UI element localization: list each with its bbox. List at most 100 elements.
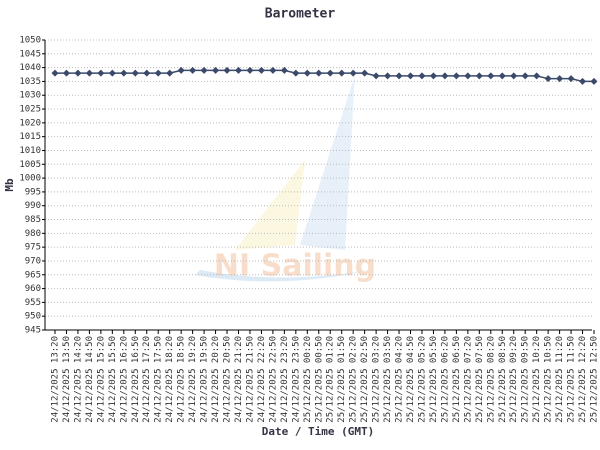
y-tick-label: 1035 xyxy=(19,77,41,87)
data-point xyxy=(395,72,403,80)
chart-title: Barometer xyxy=(265,7,336,22)
data-point xyxy=(464,72,472,80)
x-tick-label: 25/12/2025 07:50 xyxy=(475,336,485,423)
data-point xyxy=(556,75,564,83)
x-tick-label: 25/12/2025 06:50 xyxy=(452,336,462,423)
x-tick-label: 25/12/2025 10:50 xyxy=(544,336,554,423)
data-point xyxy=(487,72,495,80)
x-tick-label: 24/12/2025 17:50 xyxy=(154,336,164,423)
x-tick-label: 24/12/2025 19:20 xyxy=(188,336,198,423)
watermark-graphic xyxy=(195,75,370,282)
x-tick-label: 25/12/2025 07:20 xyxy=(463,336,473,423)
data-point xyxy=(407,72,415,80)
x-tick-label: 24/12/2025 22:50 xyxy=(268,336,278,423)
x-tick-label: 25/12/2025 12:50 xyxy=(590,336,600,423)
y-tick-label: 965 xyxy=(25,270,41,280)
data-point xyxy=(200,66,208,74)
data-point xyxy=(74,69,82,77)
data-point xyxy=(429,72,437,80)
y-tick-label: 985 xyxy=(25,215,41,225)
data-point xyxy=(131,69,139,77)
data-point xyxy=(154,69,162,77)
data-point xyxy=(189,66,197,74)
watermark: NI Sailing xyxy=(214,249,376,284)
data-point xyxy=(498,72,506,80)
data-point xyxy=(303,69,311,77)
x-tick-label: 25/12/2025 12:20 xyxy=(578,336,588,423)
x-tick-label: 25/12/2025 11:20 xyxy=(555,336,565,423)
x-tick-label: 25/12/2025 08:20 xyxy=(486,336,496,423)
data-point xyxy=(418,72,426,80)
y-tick-label: 945 xyxy=(25,326,41,336)
x-tick-label: 25/12/2025 11:50 xyxy=(567,336,577,423)
data-point xyxy=(246,66,254,74)
x-axis-title: Date / Time (GMT) xyxy=(262,425,375,438)
data-point xyxy=(120,69,128,77)
x-tick-label: 24/12/2025 13:50 xyxy=(62,336,72,423)
data-point xyxy=(326,69,334,77)
x-tick-label: 24/12/2025 16:20 xyxy=(119,336,129,423)
data-point xyxy=(510,72,518,80)
x-tick-label: 25/12/2025 02:20 xyxy=(349,336,359,423)
x-tick-label: 24/12/2025 15:50 xyxy=(108,336,118,423)
x-tick-label: 24/12/2025 23:20 xyxy=(280,336,290,423)
data-point xyxy=(441,72,449,80)
y-tick-label: 980 xyxy=(25,229,41,239)
x-tick-label: 24/12/2025 19:50 xyxy=(200,336,210,423)
x-tick-label: 24/12/2025 20:50 xyxy=(223,336,233,423)
x-tick-label: 25/12/2025 01:20 xyxy=(326,336,336,423)
y-tick-label: 1020 xyxy=(19,118,41,128)
x-tick-label: 25/12/2025 08:50 xyxy=(498,336,508,423)
data-point xyxy=(361,69,369,77)
x-tick-label: 25/12/2025 05:50 xyxy=(429,336,439,423)
x-tick-label: 25/12/2025 09:20 xyxy=(509,336,519,423)
data-point xyxy=(177,66,185,74)
data-point xyxy=(108,69,116,77)
y-tick-label: 995 xyxy=(25,187,41,197)
data-point xyxy=(533,72,541,80)
x-tick-label: 24/12/2025 14:50 xyxy=(85,336,95,423)
data-point xyxy=(97,69,105,77)
x-tick-label: 25/12/2025 05:20 xyxy=(417,336,427,423)
x-tick-label: 24/12/2025 20:20 xyxy=(211,336,221,423)
data-point xyxy=(544,75,552,83)
x-tick-label: 24/12/2025 17:20 xyxy=(142,336,152,423)
data-point xyxy=(579,77,587,85)
x-tick-label: 24/12/2025 21:50 xyxy=(245,336,255,423)
data-point xyxy=(315,69,323,77)
x-tick-label: 25/12/2025 10:20 xyxy=(532,336,542,423)
data-point xyxy=(223,66,231,74)
x-tick-label: 25/12/2025 01:50 xyxy=(337,336,347,423)
data-point xyxy=(349,69,357,77)
x-tick-label: 24/12/2025 23:50 xyxy=(291,336,301,423)
x-tick-label: 25/12/2025 00:20 xyxy=(303,336,313,423)
data-point xyxy=(292,69,300,77)
x-tick-label: 24/12/2025 16:50 xyxy=(131,336,141,423)
x-tick-label: 24/12/2025 22:20 xyxy=(257,336,267,423)
data-point xyxy=(51,69,59,77)
y-tick-label: 1000 xyxy=(19,174,41,184)
data-point xyxy=(143,69,151,77)
y-axis-title: Mb xyxy=(3,178,16,192)
data-point xyxy=(384,72,392,80)
data-point xyxy=(212,66,220,74)
data-point xyxy=(338,69,346,77)
x-tick-label: 24/12/2025 18:20 xyxy=(165,336,175,423)
x-tick-label: 25/12/2025 04:50 xyxy=(406,336,416,423)
data-point xyxy=(521,72,529,80)
data-point xyxy=(475,72,483,80)
x-tick-label: 25/12/2025 04:20 xyxy=(395,336,405,423)
y-tick-label: 955 xyxy=(25,298,41,308)
data-point xyxy=(62,69,70,77)
y-tick-label: 960 xyxy=(25,284,41,294)
y-tick-label: 1005 xyxy=(19,160,41,170)
data-point xyxy=(257,66,265,74)
data-point xyxy=(280,66,288,74)
x-tick-label: 24/12/2025 18:50 xyxy=(177,336,187,423)
y-tick-label: 975 xyxy=(25,243,41,253)
data-point xyxy=(452,72,460,80)
x-tick-label: 25/12/2025 03:20 xyxy=(372,336,382,423)
y-tick-label: 1050 xyxy=(19,36,41,46)
data-point xyxy=(234,66,242,74)
